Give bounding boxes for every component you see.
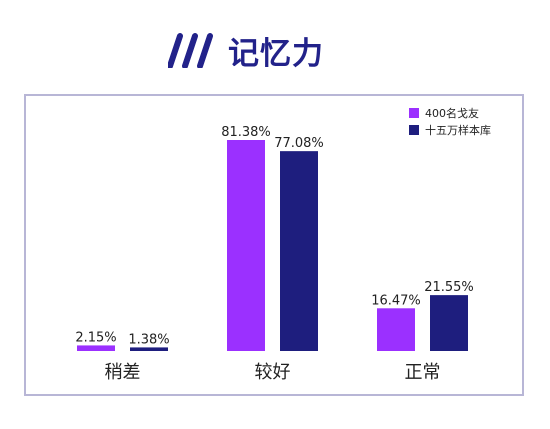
category-label: 较好 <box>255 362 291 383</box>
category-label: 正常 <box>405 362 441 383</box>
bar-1-0 <box>227 140 265 351</box>
bar-value-label: 77.08% <box>274 136 324 151</box>
bar-2-0 <box>377 308 415 351</box>
bar-2-1 <box>430 295 468 351</box>
bars-group: 2.15% 1.38% 稍差 81.38%77.08% 较好 16.47%21.55% 正常 <box>75 125 473 383</box>
chart-title: 记忆力 <box>228 35 324 72</box>
triple-slash-logo-icon <box>168 33 213 68</box>
legend-label: 十五万样本库 <box>425 123 491 137</box>
category-label: 稍差 <box>105 362 141 383</box>
bar-0-1 <box>130 347 168 351</box>
bar-0-0 <box>77 345 115 351</box>
legend-swatch <box>409 108 419 118</box>
chart-header: 记忆力 <box>168 24 324 76</box>
bar-value-label: 81.38% <box>221 125 271 140</box>
bar-value-label: 16.47% <box>371 293 421 308</box>
bar-value-label: 2.15% <box>75 330 116 345</box>
bar-value-label: 21.55% <box>424 280 474 295</box>
legend-swatch <box>409 125 419 135</box>
legend-label: 400名戈友 <box>425 106 479 120</box>
bar-value-label: 1.38% <box>128 332 169 347</box>
bar-1-1 <box>280 151 318 351</box>
